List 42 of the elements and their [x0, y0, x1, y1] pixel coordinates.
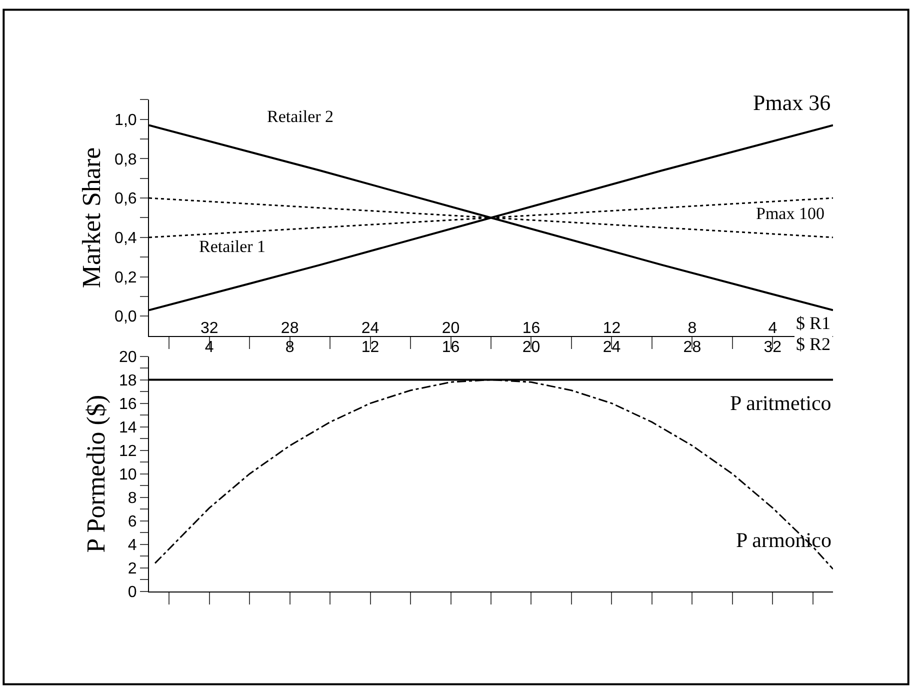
annotation: Retailer 2 — [267, 107, 334, 126]
x-axis-title: $ R1 — [796, 313, 831, 333]
x-tick-label: 8 — [285, 339, 294, 356]
y-tick-label: 18 — [119, 372, 137, 390]
y-tick-label: 0 — [128, 584, 137, 601]
y-axis-title: P Pormedio ($) — [81, 394, 110, 553]
x-tick-label: 12 — [361, 339, 380, 356]
y-tick-label: 12 — [119, 442, 137, 460]
x-tick-label: 4 — [768, 320, 778, 337]
y-tick-label: 0,8 — [114, 151, 137, 168]
x-tick-label: 20 — [442, 320, 460, 337]
y-tick-label: 14 — [119, 419, 137, 436]
y-tick-label: 2 — [128, 560, 137, 578]
annotation: P aritmetico — [730, 391, 832, 415]
x-tick-label: 32 — [200, 320, 218, 337]
y-tick-label: 0,6 — [114, 190, 137, 208]
x-tick-label: 8 — [688, 320, 697, 337]
y-tick-label: 1,0 — [114, 112, 137, 129]
annotation: P armonico — [736, 528, 832, 552]
y-tick-label: 0,4 — [114, 230, 137, 248]
annotation: Pmax 100 — [756, 204, 824, 223]
y-axis-title: Market Share — [76, 147, 106, 288]
y-tick-label: 0,0 — [114, 308, 137, 326]
y-tick-label: 6 — [128, 513, 137, 530]
x-tick-label: 4 — [204, 339, 214, 356]
annotation: Retailer 1 — [199, 237, 266, 256]
x-tick-label: 20 — [522, 339, 540, 356]
annotation: Pmax 36 — [753, 90, 831, 115]
y-tick-label: 10 — [119, 466, 137, 484]
x-tick-label: 28 — [683, 339, 702, 356]
x-tick-label: 16 — [442, 339, 460, 356]
y-tick-label: 0,2 — [114, 269, 137, 286]
y-tick-label: 4 — [128, 536, 137, 554]
x-tick-label: 32 — [764, 339, 782, 356]
x-tick-label: 28 — [280, 320, 299, 337]
x-tick-label: 16 — [522, 320, 540, 337]
y-tick-label: 8 — [128, 490, 137, 507]
x-tick-label: 24 — [361, 320, 380, 337]
x-tick-label: 12 — [602, 320, 621, 337]
y-tick-label: 16 — [119, 396, 137, 413]
x-axis-title: $ R2 — [796, 334, 831, 354]
x-tick-label: 24 — [602, 339, 621, 356]
